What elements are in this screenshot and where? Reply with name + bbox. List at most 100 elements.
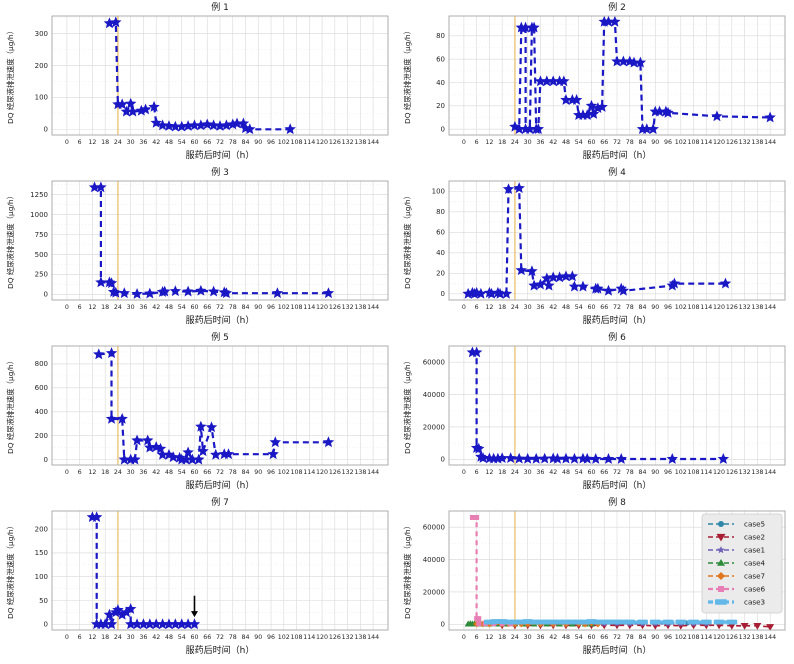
x-tick-label: 12	[88, 469, 96, 476]
x-tick-label: 54	[575, 304, 583, 311]
x-tick-label: 66	[203, 139, 211, 146]
y-tick-label: 200	[35, 525, 48, 533]
legend-label: case2	[744, 533, 765, 542]
y-tick-label: 150	[35, 549, 48, 557]
x-tick-label: 72	[613, 139, 621, 146]
x-tick-label: 30	[524, 304, 532, 311]
x-tick-label: 0	[462, 469, 466, 476]
chart-title: 例 7	[211, 496, 229, 508]
x-tick-label: 126	[726, 634, 738, 641]
x-tick-label: 48	[165, 139, 173, 146]
x-axis-label: 服药后时间（h）	[583, 149, 652, 161]
x-tick-label: 108	[291, 469, 303, 476]
x-tick-label: 90	[254, 139, 262, 146]
y-tick-label: 0	[441, 290, 445, 298]
x-tick-label: 114	[303, 139, 315, 146]
x-tick-label: 66	[600, 139, 608, 146]
chart-title: 例 6	[608, 331, 626, 343]
square-marker	[476, 616, 481, 621]
x-tick-label: 0	[462, 634, 466, 641]
x-tick-label: 18	[498, 469, 506, 476]
x-tick-label: 102	[675, 469, 687, 476]
x-tick-label: 84	[639, 304, 647, 311]
x-tick-label: 102	[278, 139, 290, 146]
x-tick-label: 114	[303, 304, 315, 311]
x-tick-label: 138	[751, 139, 763, 146]
x-tick-label: 102	[675, 304, 687, 311]
x-tick-label: 78	[626, 634, 634, 641]
x-tick-label: 114	[700, 304, 712, 311]
x-tick-label: 30	[524, 469, 532, 476]
x-tick-label: 144	[367, 634, 379, 641]
x-tick-label: 30	[127, 634, 135, 641]
x-tick-label: 72	[216, 304, 224, 311]
x-tick-label: 96	[664, 304, 672, 311]
x-tick-label: 126	[726, 139, 738, 146]
x-tick-label: 138	[751, 634, 763, 641]
x-tick-label: 132	[739, 469, 751, 476]
x-tick-label: 132	[342, 304, 354, 311]
x-tick-label: 108	[291, 304, 303, 311]
x-tick-label: 72	[216, 139, 224, 146]
y-tick-label: 0	[441, 456, 445, 464]
x-tick-label: 138	[354, 469, 366, 476]
x-tick-label: 144	[367, 469, 379, 476]
x-tick-label: 0	[65, 304, 69, 311]
x-tick-label: 12	[485, 304, 493, 311]
x-tick-label: 72	[216, 469, 224, 476]
x-tick-label: 96	[267, 634, 275, 641]
x-tick-label: 36	[139, 139, 147, 146]
x-tick-label: 12	[88, 139, 96, 146]
y-tick-label: 60000	[423, 523, 445, 531]
x-tick-label: 126	[726, 469, 738, 476]
x-tick-label: 54	[178, 634, 186, 641]
x-tick-label: 6	[78, 469, 82, 476]
x-tick-label: 54	[178, 139, 186, 146]
legend-label: case1	[744, 546, 765, 555]
x-tick-label: 6	[475, 304, 479, 311]
x-tick-label: 144	[764, 139, 776, 146]
dash-marker	[637, 620, 648, 625]
x-tick-label: 42	[152, 469, 160, 476]
x-tick-label: 138	[354, 304, 366, 311]
y-tick-label: 1000	[30, 211, 48, 219]
x-tick-label: 126	[329, 634, 341, 641]
x-tick-label: 120	[316, 469, 328, 476]
x-tick-label: 42	[152, 304, 160, 311]
y-tick-label: 20	[436, 270, 445, 278]
x-tick-label: 102	[675, 634, 687, 641]
x-tick-label: 42	[152, 634, 160, 641]
y-tick-label: 100	[35, 94, 48, 102]
x-tick-label: 66	[203, 304, 211, 311]
x-tick-label: 12	[88, 304, 96, 311]
x-tick-label: 66	[203, 469, 211, 476]
x-axis-label: 服药后时间（h）	[583, 479, 652, 491]
x-axis-label: 服药后时间（h）	[583, 314, 652, 326]
dash-marker	[675, 620, 686, 625]
x-axis-label: 服药后时间（h）	[186, 479, 255, 491]
chart-title: 例 5	[211, 331, 229, 343]
x-tick-label: 54	[575, 469, 583, 476]
y-tick-label: 0	[44, 456, 48, 464]
x-tick-label: 12	[88, 634, 96, 641]
x-tick-label: 120	[713, 634, 725, 641]
x-tick-label: 72	[216, 634, 224, 641]
y-tick-label: 300	[35, 30, 48, 38]
x-tick-label: 138	[354, 139, 366, 146]
x-tick-label: 144	[367, 139, 379, 146]
x-tick-label: 36	[139, 634, 147, 641]
y-tick-label: 50	[39, 597, 48, 605]
x-tick-label: 78	[229, 304, 237, 311]
x-tick-label: 84	[639, 634, 647, 641]
y-tick-label: 20000	[423, 588, 445, 596]
x-tick-label: 6	[78, 304, 82, 311]
x-tick-label: 132	[342, 634, 354, 641]
x-tick-label: 90	[651, 139, 659, 146]
x-tick-label: 60	[587, 304, 595, 311]
